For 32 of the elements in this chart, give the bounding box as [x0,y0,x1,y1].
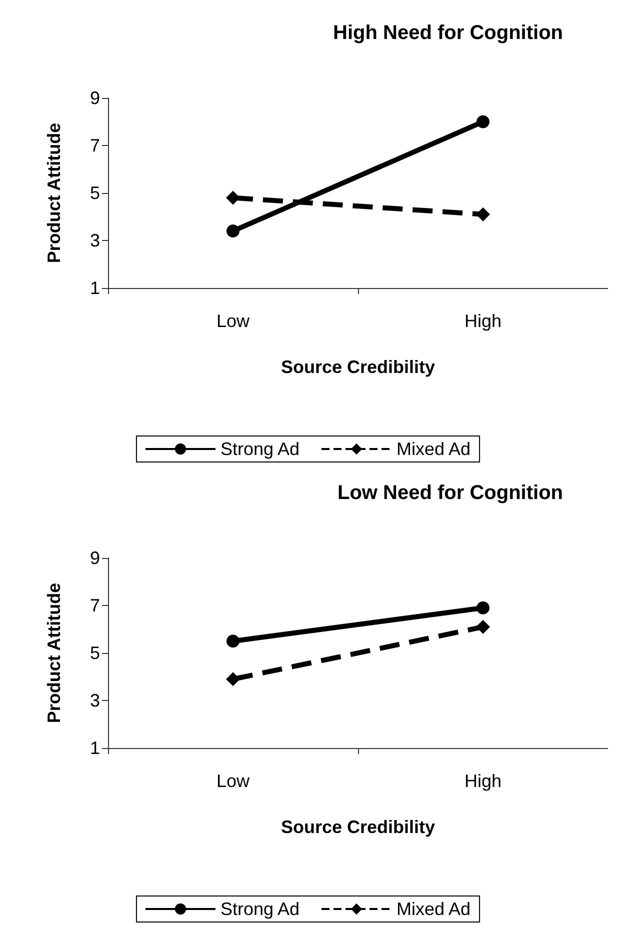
y-tick-label: 5 [90,183,100,203]
legend-label: Strong Ad [220,899,300,919]
x-tick-label: High [464,311,502,331]
y-tick-label: 1 [90,738,100,758]
y-tick-label: 9 [90,88,100,108]
x-tick-label: High [464,771,502,791]
y-axis-title: Product Attitude [44,122,64,264]
legend-label: Mixed Ad [396,899,471,919]
legend-label: Strong Ad [220,439,300,459]
y-axis-title: Product Attitude [44,582,64,724]
y-tick-label: 3 [90,690,100,710]
y-tick-label: 7 [90,596,100,616]
point [476,207,490,222]
x-tick-label: Low [216,771,251,791]
point [476,115,490,128]
chart-title: High Need for Cognition [333,22,564,44]
x-axis-title: Source Credibility [280,357,436,377]
y-tick-label: 1 [90,278,100,298]
chart-title: Low Need for Cognition [337,482,564,504]
y-tick-label: 3 [90,230,100,250]
x-axis-title: Source Credibility [280,817,436,837]
point [476,620,490,634]
point [226,224,240,238]
point [226,672,240,686]
legend-label: Mixed Ad [396,439,471,459]
y-tick-label: 9 [90,548,100,568]
y-tick-label: 7 [90,136,100,156]
point [226,190,240,205]
point [226,634,240,648]
y-tick-label: 5 [90,643,100,663]
point [476,601,490,614]
x-tick-label: Low [216,311,251,331]
